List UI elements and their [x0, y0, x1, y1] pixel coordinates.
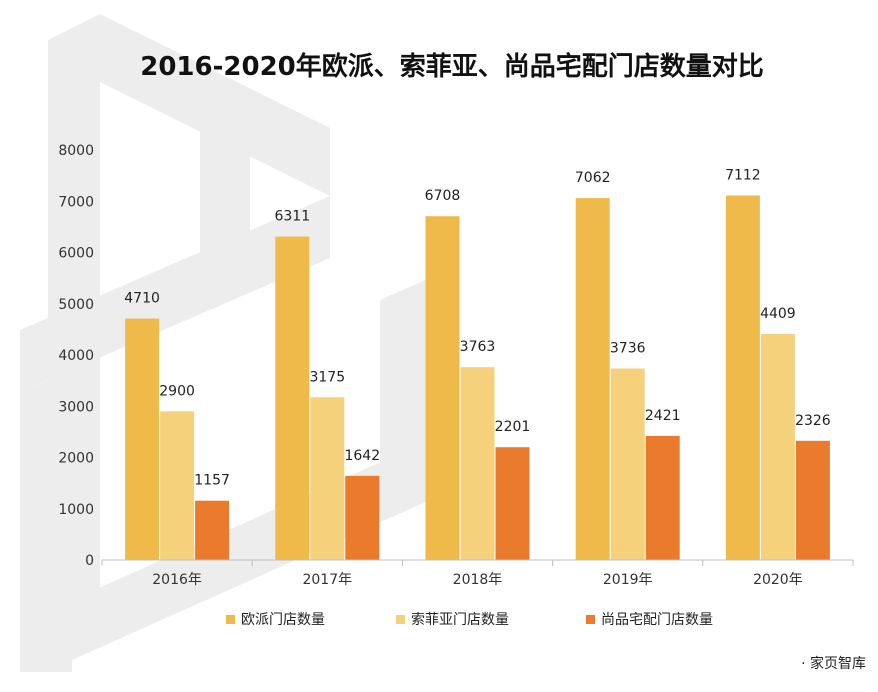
legend: 欧派门店数量 索菲亚门店数量 尚品宅配门店数量: [226, 611, 713, 628]
bars: [125, 195, 830, 560]
data-label: 3736: [610, 341, 646, 357]
legend-label: 欧派门店数量: [241, 612, 325, 628]
data-label: 1642: [344, 448, 380, 464]
data-label: 1157: [194, 473, 230, 489]
bar: [760, 334, 795, 560]
x-tick-label: 2018年: [453, 572, 503, 588]
bar: [460, 367, 495, 560]
bar: [125, 318, 160, 560]
bar: [345, 475, 380, 560]
data-labels: 4710 2900 1157 6311 3175 1642 6708 3763 2201 7062…: [124, 168, 831, 489]
data-label: 6708: [425, 188, 461, 204]
y-tick-label: 6000: [58, 246, 94, 262]
y-tick-label: 7000: [58, 194, 94, 210]
x-axis: 2016年 2017年 2018年 2019年 2020年: [101, 559, 854, 588]
bar: [160, 411, 195, 560]
bar: [495, 447, 530, 560]
data-label: 3175: [309, 369, 345, 385]
bar: [645, 435, 680, 560]
data-label: 4409: [760, 306, 796, 322]
y-tick-label: 1000: [58, 502, 94, 518]
data-label: 4710: [124, 291, 160, 307]
y-tick-label: 0: [85, 553, 94, 569]
y-tick-label: 2000: [58, 451, 94, 467]
data-label: 6311: [274, 209, 310, 225]
source-label: · 家页智库: [801, 655, 866, 672]
chart-title: 2016-2020年欧派、索菲亚、尚品宅配门店数量对比: [140, 51, 764, 82]
legend-label: 索菲亚门店数量: [411, 611, 509, 628]
legend-swatch: [586, 615, 595, 624]
y-axis: 0 1000 2000 3000 4000 5000 6000 7000 8000: [58, 143, 94, 569]
bar: [725, 195, 760, 560]
x-tick-label: 2020年: [753, 572, 803, 588]
data-label: 7062: [575, 170, 611, 186]
legend-swatch: [226, 615, 235, 624]
watermark-logo: [20, 14, 430, 672]
data-label: 3763: [460, 339, 496, 355]
data-label: 7112: [725, 168, 761, 184]
bar: [610, 368, 645, 560]
y-tick-label: 5000: [58, 297, 94, 313]
x-tick-label: 2017年: [302, 572, 352, 588]
data-label: 2201: [495, 419, 531, 435]
bar: [575, 198, 610, 560]
data-label: 2326: [795, 413, 831, 429]
data-label: 2900: [159, 383, 195, 399]
bar: [425, 216, 460, 560]
x-tick-label: 2016年: [152, 572, 202, 588]
bar: [310, 397, 345, 560]
bar: [275, 236, 310, 560]
x-tick-label: 2019年: [603, 572, 653, 588]
y-tick-label: 3000: [58, 399, 94, 415]
y-tick-label: 4000: [58, 348, 94, 364]
bar: [795, 440, 830, 560]
legend-swatch: [396, 615, 405, 624]
y-tick-label: 8000: [58, 143, 94, 159]
data-label: 2421: [645, 408, 681, 424]
legend-label: 尚品宅配门店数量: [601, 612, 713, 628]
bar: [195, 500, 230, 560]
